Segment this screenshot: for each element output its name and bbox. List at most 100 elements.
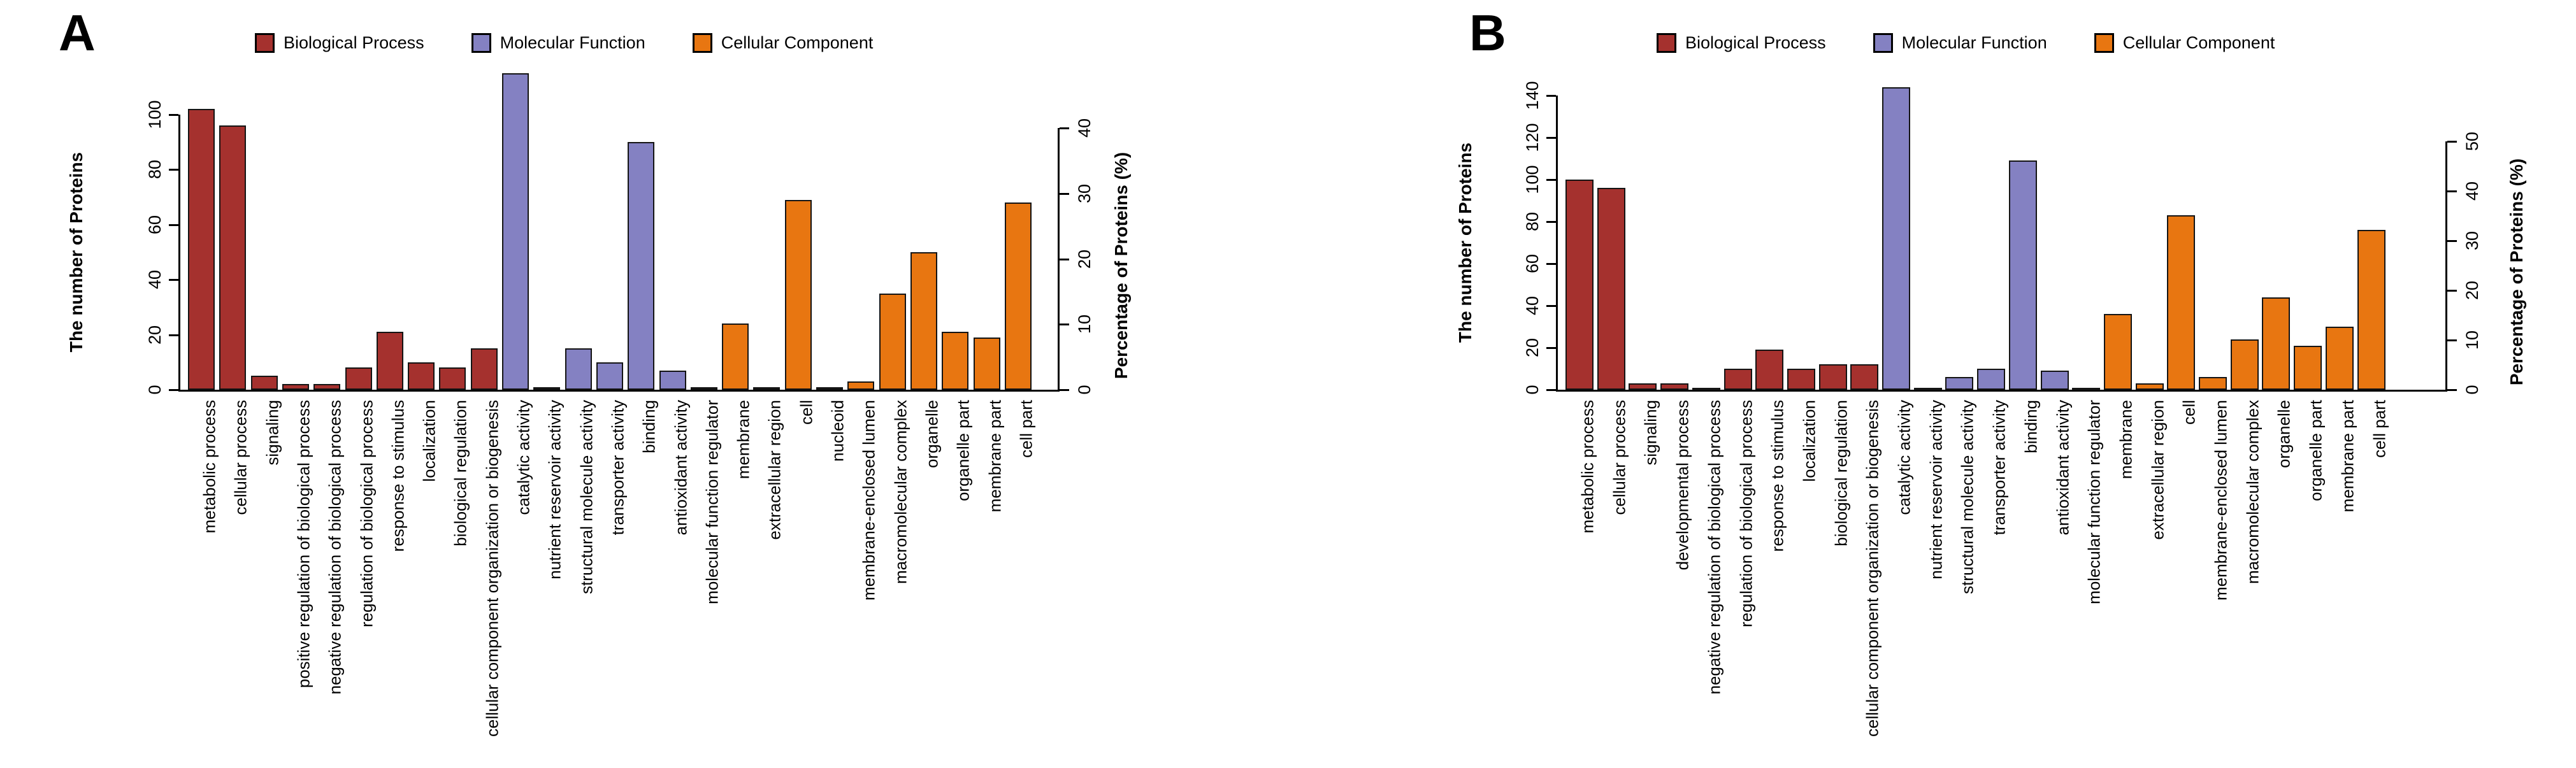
right-axis-tick bbox=[1060, 192, 1069, 195]
category-label-positive-regulation-of-biological-process: positive regulation of biological proces… bbox=[294, 400, 313, 688]
left-axis-tick bbox=[169, 169, 178, 171]
category-label-developmental-process: developmental process bbox=[1673, 400, 1692, 571]
legend-item-molecular-function: Molecular Function bbox=[471, 33, 645, 53]
right-axis-tick bbox=[2447, 389, 2457, 391]
left-axis-tick-label: 40 bbox=[1523, 295, 1542, 316]
category-label-organelle-part: organelle part bbox=[2306, 400, 2326, 501]
category-label-binding: binding bbox=[639, 400, 659, 453]
right-axis-tick bbox=[1060, 389, 1069, 391]
category-label-organelle-part: organelle part bbox=[953, 400, 973, 501]
right-axis-tick-label: 10 bbox=[2463, 330, 2482, 350]
bar-antioxidant-activity bbox=[659, 370, 686, 390]
category-label-extracellular-region: extracellular region bbox=[765, 400, 784, 540]
category-label-membrane-part: membrane part bbox=[985, 400, 1004, 513]
bar-biological-regulation bbox=[439, 367, 466, 390]
legend-label: Biological Process bbox=[284, 33, 424, 52]
right-axis-tick-label: 40 bbox=[1075, 118, 1094, 138]
category-label-membrane: membrane bbox=[2116, 400, 2136, 480]
bar-antioxidant-activity bbox=[2040, 371, 2069, 390]
bar-binding bbox=[2008, 160, 2037, 390]
bar-metabolic-process bbox=[188, 109, 215, 390]
left-axis-tick bbox=[1546, 221, 1556, 223]
category-label-structural-molecule-activity: structural molecule activity bbox=[577, 400, 596, 594]
bar-structural-molecule-activity bbox=[1945, 377, 1974, 390]
bar-membrane-enclosed-lumen bbox=[2199, 377, 2227, 390]
right-axis-tick-label: 40 bbox=[2463, 181, 2482, 201]
bar-positive-regulation-of-biological-process bbox=[282, 384, 309, 390]
left-axis-tick bbox=[1546, 347, 1556, 349]
bar-developmental-process bbox=[1660, 383, 1689, 390]
category-label-extracellular-region: extracellular region bbox=[2148, 400, 2168, 540]
right-axis-tick bbox=[2447, 339, 2457, 341]
category-label-regulation-of-biological-process: regulation of biological process bbox=[1736, 400, 1755, 627]
left-axis-tick-label: 60 bbox=[145, 215, 164, 234]
legend-swatch-mf-icon bbox=[471, 33, 491, 53]
category-label-nucleoid: nucleoid bbox=[828, 400, 847, 462]
bar-extracellular-region bbox=[753, 387, 781, 390]
right-axis-tick bbox=[1060, 258, 1069, 260]
right-axis-tick-label: 0 bbox=[2463, 385, 2482, 395]
category-label-metabolic-process: metabolic process bbox=[199, 400, 219, 534]
category-label-transporter-activity: transporter activity bbox=[1989, 400, 2009, 536]
legend-item-molecular-function: Molecular Function bbox=[1873, 33, 2047, 53]
left-axis-tick bbox=[169, 389, 178, 391]
category-label-biological-regulation: biological regulation bbox=[1831, 400, 1851, 546]
right-axis-tick-label: 30 bbox=[2463, 231, 2482, 250]
category-label-nutrient-reservoir-activity: nutrient reservoir activity bbox=[1926, 400, 1946, 580]
right-axis-tick-label: 0 bbox=[1075, 385, 1094, 395]
right-axis bbox=[1058, 128, 1060, 392]
left-axis-title: The number of Proteins bbox=[1455, 142, 1475, 343]
category-label-negative-regulation-of-biological-process: negative regulation of biological proces… bbox=[1704, 400, 1724, 695]
bar-localization bbox=[408, 362, 435, 390]
legend-swatch-bp-icon bbox=[255, 33, 275, 53]
right-axis-tick-label: 10 bbox=[1075, 315, 1094, 334]
category-label-cell: cell bbox=[2179, 400, 2199, 425]
category-label-antioxidant-activity: antioxidant activity bbox=[671, 400, 690, 536]
bar-cell-part bbox=[2357, 230, 2385, 390]
right-axis bbox=[2445, 141, 2447, 392]
category-label-organelle: organelle bbox=[922, 400, 942, 468]
left-axis-tick-label: 100 bbox=[145, 100, 164, 129]
left-axis-tick-label: 80 bbox=[145, 160, 164, 180]
left-axis bbox=[178, 115, 180, 392]
bar-negative-regulation-of-biological-process bbox=[1692, 387, 1720, 390]
category-label-biological-regulation: biological regulation bbox=[450, 400, 470, 546]
category-label-macromolecular-complex: macromolecular complex bbox=[2243, 400, 2263, 584]
bar-organelle-part bbox=[2294, 345, 2322, 390]
bar-organelle-part bbox=[942, 332, 969, 390]
category-label-cellular-process: cellular process bbox=[231, 400, 250, 515]
category-label-structural-molecule-activity: structural molecule activity bbox=[1957, 400, 1977, 594]
category-label-cell-part: cell part bbox=[1016, 400, 1036, 459]
legend: Biological Process Molecular Function Cell… bbox=[255, 33, 873, 53]
left-axis-tick-label: 40 bbox=[145, 270, 164, 290]
category-label-response-to-stimulus: response to stimulus bbox=[1767, 400, 1787, 552]
right-axis-tick bbox=[2447, 239, 2457, 242]
panel-letter-a: A bbox=[59, 4, 96, 61]
legend: Biological Process Molecular Function Cell… bbox=[1657, 33, 2275, 53]
bar-membrane bbox=[2103, 314, 2132, 390]
category-label-response-to-stimulus: response to stimulus bbox=[388, 400, 408, 552]
left-axis-title: The number of Proteins bbox=[66, 152, 86, 353]
bar-molecular-function-regulator bbox=[2072, 387, 2101, 390]
legend-swatch-bp-icon bbox=[1657, 33, 1676, 53]
bar-cell bbox=[2167, 215, 2196, 390]
left-axis-tick bbox=[169, 114, 178, 116]
bar-nutrient-reservoir-activity bbox=[1913, 387, 1942, 390]
category-label-cellular-process: cellular process bbox=[1609, 400, 1629, 515]
right-axis-tick bbox=[2447, 190, 2457, 192]
category-label-signaling: signaling bbox=[1641, 400, 1660, 466]
left-axis-tick-label: 0 bbox=[145, 385, 164, 395]
category-label-antioxidant-activity: antioxidant activity bbox=[2053, 400, 2072, 536]
bar-structural-molecule-activity bbox=[565, 348, 592, 390]
left-axis-tick-label: 60 bbox=[1523, 253, 1542, 274]
legend-label: Cellular Component bbox=[2122, 33, 2275, 52]
legend-swatch-cc-icon bbox=[692, 33, 712, 53]
bar-signaling bbox=[250, 376, 278, 390]
bar-membrane-enclosed-lumen bbox=[847, 381, 875, 390]
category-label-cellular-component-organization-or-biogenesis: cellular component organization or bioge… bbox=[482, 400, 502, 737]
left-axis-tick bbox=[169, 224, 178, 226]
bar-response-to-stimulus bbox=[376, 332, 403, 390]
category-label-membrane: membrane bbox=[733, 400, 753, 480]
panel-letter-b: B bbox=[1469, 4, 1506, 61]
